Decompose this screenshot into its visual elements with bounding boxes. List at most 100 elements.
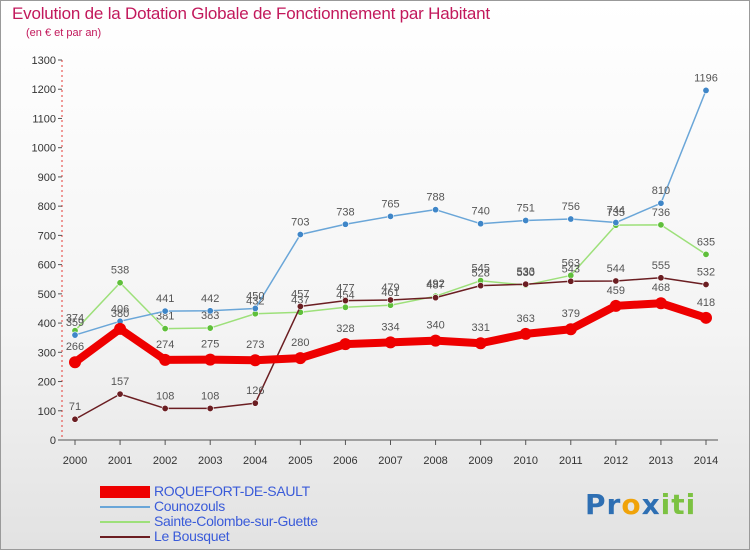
data-point bbox=[657, 221, 665, 229]
data-point bbox=[612, 277, 620, 285]
legend-label: Sainte-Colombe-sur-Guette bbox=[154, 513, 318, 529]
data-point bbox=[116, 279, 124, 287]
chart-title: Evolution de la Dotation Globale de Fonc… bbox=[12, 4, 490, 23]
data-label: 379 bbox=[562, 308, 580, 320]
x-tick-label: 2004 bbox=[243, 455, 267, 467]
data-point bbox=[159, 353, 172, 366]
data-label: 71 bbox=[69, 401, 81, 413]
data-label: 528 bbox=[471, 268, 489, 280]
x-tick-label: 2007 bbox=[378, 455, 402, 467]
y-tick-label: 600 bbox=[38, 260, 56, 272]
data-label: 274 bbox=[156, 339, 174, 351]
data-point bbox=[429, 334, 442, 347]
data-point bbox=[432, 294, 440, 302]
data-point bbox=[657, 199, 665, 207]
legend-item-sainte-colombe: Sainte-Colombe-sur-Guette bbox=[100, 514, 318, 529]
x-tick-label: 2013 bbox=[649, 455, 673, 467]
data-point bbox=[341, 220, 349, 228]
data-label: 380 bbox=[111, 308, 129, 320]
data-point bbox=[612, 219, 620, 227]
x-tick-label: 2003 bbox=[198, 455, 222, 467]
data-point bbox=[384, 336, 397, 349]
data-point bbox=[477, 220, 485, 228]
data-label: 544 bbox=[607, 263, 625, 275]
x-tick-label: 2002 bbox=[153, 455, 177, 467]
data-label: 450 bbox=[246, 290, 264, 302]
data-label: 533 bbox=[517, 266, 535, 278]
data-point bbox=[161, 307, 169, 315]
legend-swatch bbox=[100, 485, 150, 498]
data-label: 437 bbox=[291, 294, 309, 306]
data-point bbox=[522, 280, 530, 288]
data-label: 736 bbox=[652, 207, 670, 219]
data-point bbox=[206, 404, 214, 412]
legend-item-counozouls: Counozouls bbox=[100, 499, 318, 514]
data-label: 432 bbox=[246, 296, 264, 308]
y-tick-label: 400 bbox=[38, 318, 56, 330]
data-label: 334 bbox=[381, 321, 399, 333]
legend: ROQUEFORT-DE-SAULT Counozouls Sainte-Col… bbox=[100, 484, 318, 544]
data-label: 381 bbox=[156, 311, 174, 323]
data-point bbox=[341, 303, 349, 311]
data-point bbox=[386, 212, 394, 220]
y-tick-label: 200 bbox=[38, 377, 56, 389]
data-label: 744 bbox=[607, 205, 625, 217]
data-label: 543 bbox=[562, 263, 580, 275]
data-label: 275 bbox=[201, 339, 219, 351]
data-point bbox=[522, 216, 530, 224]
legend-item-roquefort: ROQUEFORT-DE-SAULT bbox=[100, 484, 318, 499]
data-label: 454 bbox=[336, 289, 354, 301]
y-tick-label: 0 bbox=[50, 435, 56, 447]
data-label: 810 bbox=[652, 185, 670, 197]
data-label: 1196 bbox=[694, 72, 718, 84]
data-label: 331 bbox=[471, 322, 489, 334]
data-label: 363 bbox=[517, 313, 535, 325]
data-label: 555 bbox=[652, 260, 670, 272]
data-label: 280 bbox=[291, 337, 309, 349]
data-label: 442 bbox=[201, 293, 219, 305]
data-point bbox=[161, 325, 169, 333]
legend-label: Le Bousquet bbox=[154, 528, 230, 544]
data-point bbox=[296, 302, 304, 310]
x-tick-label: 2000 bbox=[63, 455, 87, 467]
data-point bbox=[339, 338, 352, 351]
data-label: 157 bbox=[111, 376, 129, 388]
y-tick-label: 900 bbox=[38, 172, 56, 184]
x-tick-label: 2009 bbox=[468, 455, 492, 467]
data-point bbox=[700, 311, 712, 324]
data-label: 126 bbox=[246, 385, 264, 397]
data-label: 359 bbox=[66, 317, 84, 329]
data-point bbox=[69, 356, 81, 369]
data-label: 406 bbox=[111, 303, 129, 315]
data-label: 374 bbox=[66, 313, 84, 325]
y-tick-label: 1300 bbox=[32, 55, 56, 67]
data-label: 461 bbox=[381, 287, 399, 299]
legend-swatch bbox=[100, 535, 150, 538]
data-point bbox=[294, 352, 307, 365]
data-point bbox=[206, 307, 214, 315]
data-label: 468 bbox=[652, 282, 670, 294]
x-tick-label: 2001 bbox=[108, 455, 132, 467]
data-point bbox=[249, 354, 262, 367]
data-label: 703 bbox=[291, 217, 309, 229]
data-label: 538 bbox=[111, 265, 129, 277]
data-point bbox=[116, 390, 124, 398]
data-point bbox=[654, 297, 667, 310]
data-label: 532 bbox=[697, 266, 715, 278]
data-label: 266 bbox=[66, 341, 84, 353]
proxiti-logo: Proxiti bbox=[585, 488, 697, 521]
data-label: 545 bbox=[471, 263, 489, 275]
data-point bbox=[702, 280, 710, 288]
x-tick-label: 2008 bbox=[423, 455, 447, 467]
data-label: 563 bbox=[562, 257, 580, 269]
x-tick-label: 2012 bbox=[604, 455, 628, 467]
data-label: 765 bbox=[381, 198, 399, 210]
data-label: 477 bbox=[336, 283, 354, 295]
data-point bbox=[251, 304, 259, 312]
x-tick-label: 2005 bbox=[288, 455, 312, 467]
data-point bbox=[251, 399, 259, 407]
data-point bbox=[702, 250, 710, 258]
data-label: 751 bbox=[517, 202, 535, 214]
y-tick-label: 700 bbox=[38, 230, 56, 242]
